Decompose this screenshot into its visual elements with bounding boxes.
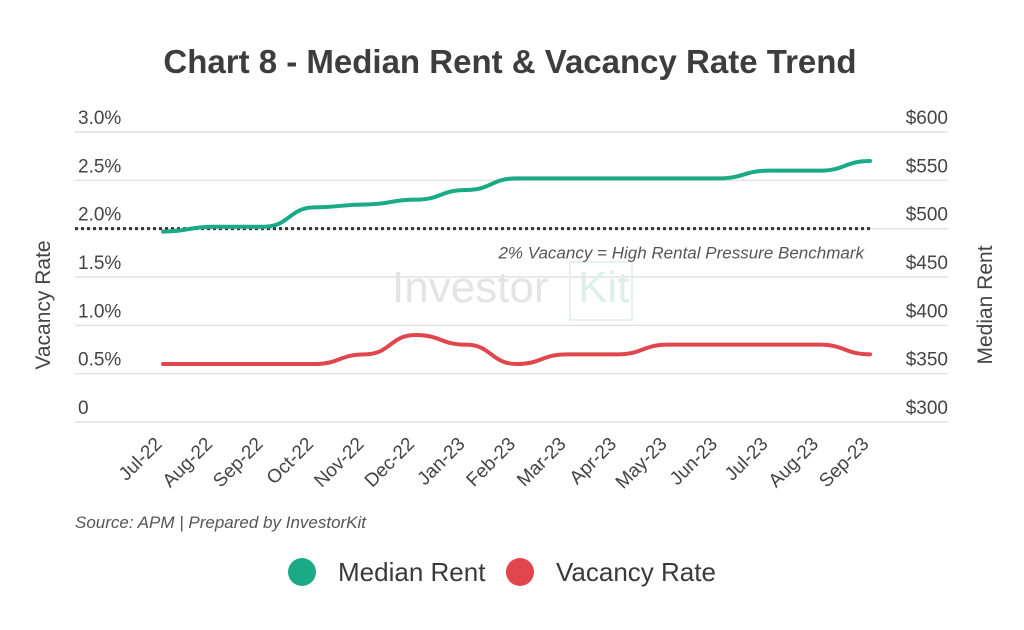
left-tick-label: 0.5% — [78, 350, 121, 371]
right-axis-title: Median Rent — [974, 245, 997, 364]
left-tick-label: 3.0% — [78, 108, 121, 129]
reference-line-label: 2% Vacancy = High Rental Pressure Benchm… — [497, 244, 865, 263]
left-tick-label: 2.5% — [78, 156, 121, 177]
left-tick-label: 0 — [78, 398, 89, 419]
right-tick-label: $600 — [906, 108, 948, 129]
x-tick-label: Oct-22 — [263, 434, 318, 489]
right-tick-label: $450 — [906, 253, 948, 274]
watermark-kit: Kit — [578, 263, 629, 312]
left-tick-label: 1.5% — [78, 253, 121, 274]
x-tick-label: May-23 — [612, 434, 672, 494]
legend-label-vacancy-rate: Vacancy Rate — [556, 557, 716, 587]
right-tick-label: $550 — [906, 156, 948, 177]
legend-marker-median-rent — [288, 558, 316, 586]
right-tick-label: $300 — [906, 398, 948, 419]
left-tick-label: 2.0% — [78, 205, 121, 226]
x-axis-ticks: Jul-22Aug-22Sep-22Oct-22Nov-22Dec-22Jan-… — [115, 434, 873, 494]
series-line-median-rent — [161, 159, 872, 234]
x-tick-label: Sep-23 — [815, 434, 873, 492]
legend: Median Rent Vacancy Rate — [288, 557, 716, 587]
x-tick-label: Aug-23 — [765, 434, 823, 492]
x-tick-label: Dec-22 — [361, 434, 419, 492]
x-tick-label: Sep-22 — [209, 434, 267, 492]
watermark: Investor Kit — [392, 261, 633, 321]
x-tick-label: Jan-23 — [414, 434, 470, 490]
watermark-box — [569, 261, 633, 321]
x-tick-label: Nov-22 — [310, 434, 368, 492]
right-axis-ticks: $300 $350 $400 $450 $500 $550 $600 — [906, 108, 948, 419]
watermark-text: Investor — [392, 263, 549, 312]
right-tick-label: $350 — [906, 350, 948, 371]
chart-title: Chart 8 - Median Rent & Vacancy Rate Tre… — [163, 43, 856, 80]
left-axis-ticks: 0 0.5% 1.0% 1.5% 2.0% 2.5% 3.0% — [78, 108, 121, 419]
series-lines — [161, 159, 872, 367]
x-tick-label: Jun-23 — [666, 434, 722, 490]
x-tick-label: Feb-23 — [463, 434, 520, 491]
source-note: Source: APM | Prepared by InvestorKit — [75, 513, 367, 532]
series-line-vacancy-rate — [161, 332, 872, 367]
x-tick-label: Aug-22 — [159, 434, 217, 492]
left-axis-title: Vacancy Rate — [32, 240, 55, 369]
x-tick-label: Mar-23 — [513, 434, 570, 491]
right-tick-label: $500 — [906, 205, 948, 226]
legend-label-median-rent: Median Rent — [338, 557, 486, 587]
right-tick-label: $400 — [906, 301, 948, 322]
left-tick-label: 1.0% — [78, 301, 121, 322]
legend-marker-vacancy-rate — [506, 558, 534, 586]
